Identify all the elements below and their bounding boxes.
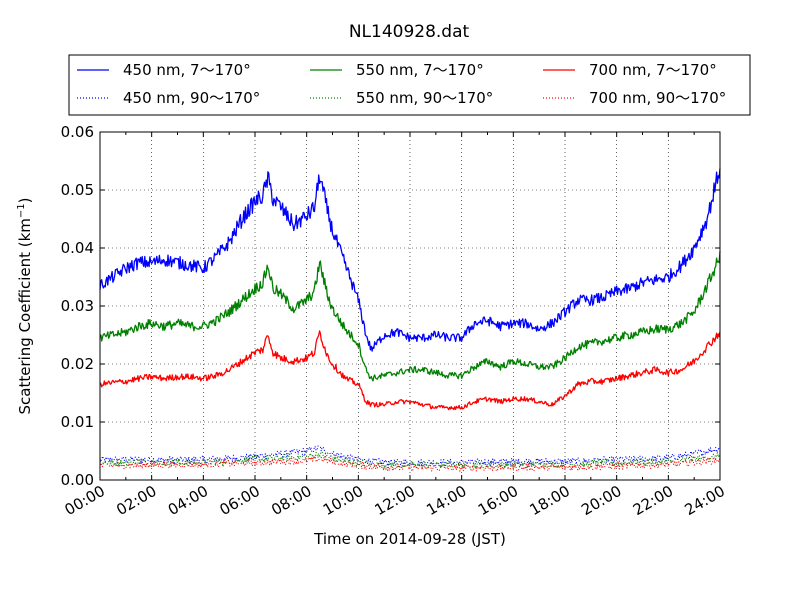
y-tick-label: 0.01 [61,413,94,431]
y-axis-label-sup: −1 [16,203,27,218]
chart-title: NL140928.dat [349,22,470,42]
legend-label: 700 nm, 7～170° [589,61,717,79]
series-line [99,451,721,469]
y-tick-label: 0.00 [61,471,94,489]
x-axis-label: Time on 2014-09-28 (JST) [313,530,506,548]
legend-label: 700 nm, 90～170° [589,89,726,107]
y-axis-label: Scattering Coefficient (km−1) [16,197,34,414]
y-tick-label: 0.02 [61,355,94,373]
legend-label: 550 nm, 90～170° [356,89,493,107]
grid [100,132,720,480]
series-line [99,330,721,411]
y-tick-label: 0.05 [61,181,94,199]
y-axis-label-close: ) [16,197,34,203]
y-tick-label: 0.04 [61,239,94,257]
legend-label: 550 nm, 7～170° [356,61,484,79]
y-tick-labels: 0.00 0.01 0.02 0.03 0.04 0.05 0.06 [61,123,94,489]
series-line [99,251,721,382]
ticks [99,131,721,481]
legend-label: 450 nm, 90～170° [123,89,260,107]
legend-box [68,54,751,116]
y-tick-label: 0.06 [61,123,94,141]
series-line [99,445,721,467]
y-tick-label: 0.03 [61,297,94,315]
series-line [99,168,721,352]
series-layer [99,168,721,472]
legend-label: 450 nm, 7～170° [123,61,251,79]
legend: 450 nm, 7～170° 550 nm, 7～170° 700 nm, 7～17… [77,61,726,107]
series-line [99,455,721,472]
y-axis-label-main: Scattering Coefficient (km [16,218,34,414]
